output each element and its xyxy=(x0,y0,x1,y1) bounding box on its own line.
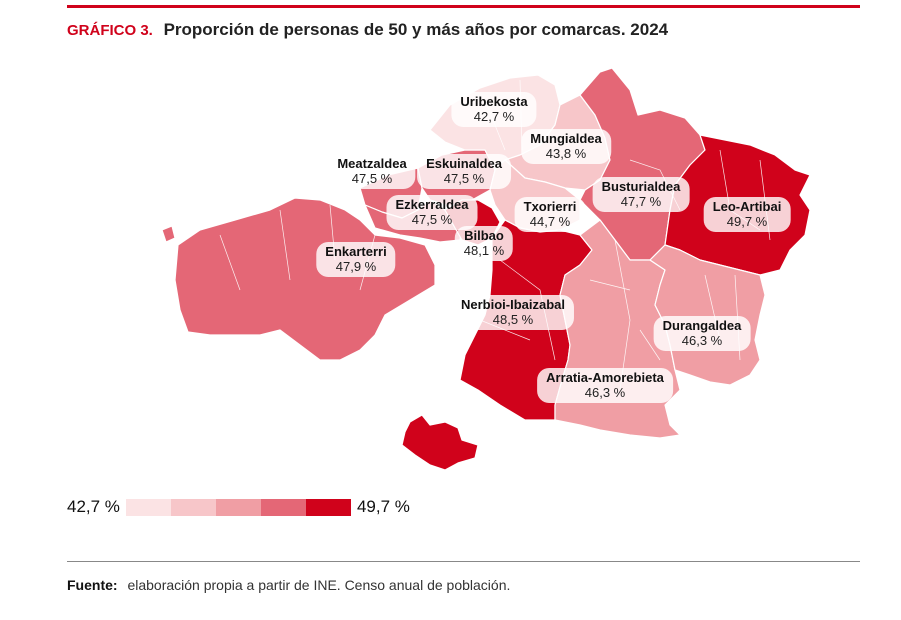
legend-swatch-2 xyxy=(170,498,216,516)
legend-min: 42,7 % xyxy=(67,497,120,516)
legend: 42,7 % 49,7 % xyxy=(67,496,410,518)
label-value: 48,1 % xyxy=(463,243,505,258)
label-arratia-amorebieta: Arratia-Amorebieta 46,3 % xyxy=(537,368,673,403)
legend-swatch-4 xyxy=(260,498,306,516)
source-label: Fuente: xyxy=(67,577,118,593)
label-value: 46,3 % xyxy=(681,333,723,348)
label-value: 49,7 % xyxy=(726,214,768,229)
label-txorierri: Txorierri 44,7 % xyxy=(514,197,586,232)
label-value: 44,7 % xyxy=(529,214,571,229)
label-busturialdea: Busturialdea 47,7 % xyxy=(592,177,690,212)
legend-swatch-1 xyxy=(125,498,171,516)
legend-max: 49,7 % xyxy=(356,497,410,516)
figure-number: GRÁFICO 3. xyxy=(67,22,153,39)
label-name: Meatzaldea xyxy=(337,156,407,171)
label-ezkerraldea: Ezkerraldea 47,5 % xyxy=(386,195,478,230)
top-rule xyxy=(67,5,860,8)
label-durangaldea: Durangaldea 46,3 % xyxy=(653,316,751,351)
source-note: Fuente: elaboración propia a partir de I… xyxy=(67,577,510,593)
label-eskuinaldea: Eskuinaldea 47,5 % xyxy=(417,154,511,189)
label-name: Arratia-Amorebieta xyxy=(546,370,664,385)
legend-scale xyxy=(125,498,351,516)
region-trucios-exclave xyxy=(161,225,176,243)
label-name: Uribekosta xyxy=(460,94,528,109)
label-name: Ezkerraldea xyxy=(395,197,469,212)
label-uribekosta: Uribekosta 42,7 % xyxy=(451,92,537,127)
label-name: Durangaldea xyxy=(662,318,742,333)
title-text: Proporción de personas de 50 y más años … xyxy=(163,20,669,39)
label-name: Txorierri xyxy=(523,199,577,214)
label-value: 47,9 % xyxy=(335,259,377,274)
label-meatzaldea: Meatzaldea 47,5 % xyxy=(328,154,416,189)
source-text: elaboración propia a partir de INE. Cens… xyxy=(127,577,511,593)
label-value: 43,8 % xyxy=(545,146,587,161)
label-value: 42,7 % xyxy=(473,109,515,124)
label-value: 47,7 % xyxy=(620,194,662,209)
label-name: Leo-Artibai xyxy=(712,199,782,214)
label-name: Nerbioi-Ibaizabal xyxy=(460,297,566,312)
label-mungialdea: Mungialdea 43,8 % xyxy=(521,129,611,164)
region-enkarterri xyxy=(174,197,436,361)
label-name: Mungialdea xyxy=(530,131,602,146)
label-value: 47,5 % xyxy=(443,171,485,186)
label-name: Busturialdea xyxy=(601,179,681,194)
label-leo-artibai: Leo-Artibai 49,7 % xyxy=(703,197,791,232)
chart-title: GRÁFICO 3. Proporción de personas de 50 … xyxy=(67,20,668,40)
label-bilbao: Bilbao 48,1 % xyxy=(454,226,514,261)
label-value: 47,5 % xyxy=(411,212,453,227)
legend-swatch-5 xyxy=(305,498,351,516)
label-name: Eskuinaldea xyxy=(426,156,502,171)
label-value: 48,5 % xyxy=(492,312,534,327)
label-enkarterri: Enkarterri 47,9 % xyxy=(316,242,396,277)
bottom-rule xyxy=(67,561,860,562)
label-value: 46,3 % xyxy=(584,385,626,400)
label-name: Enkarterri xyxy=(325,244,387,259)
label-value: 47,5 % xyxy=(351,171,393,186)
label-nerbioi-ibaizabal: Nerbioi-Ibaizabal 48,5 % xyxy=(451,295,575,330)
label-name: Bilbao xyxy=(464,228,504,243)
legend-swatch-3 xyxy=(215,498,261,516)
region-orduna-exclave xyxy=(401,414,479,471)
